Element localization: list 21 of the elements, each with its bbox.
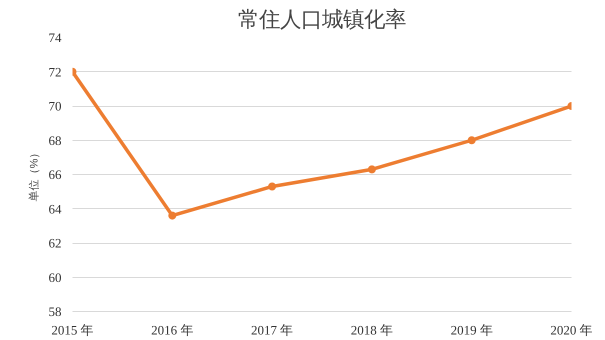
x-tick-label: 2020 年 xyxy=(550,322,593,338)
y-axis-title: 单位（%） xyxy=(28,148,40,202)
y-tick-label: 74 xyxy=(48,30,62,45)
point xyxy=(368,165,376,174)
y-tick-label: 60 xyxy=(48,270,62,285)
chart-title: 常住人口城镇化率 xyxy=(238,8,406,32)
y-tick-label: 66 xyxy=(48,167,62,182)
y-tick-label: 62 xyxy=(48,236,62,250)
y-tick-label: 68 xyxy=(48,132,62,148)
y-tick-label: 70 xyxy=(48,98,62,114)
x-tick-label: 2018 年 xyxy=(350,322,394,338)
x-tick-label: 2016 年 xyxy=(151,322,194,338)
x-tick-label: 2017 年 xyxy=(250,322,294,338)
point xyxy=(168,212,176,220)
y-tick-label: 64 xyxy=(48,201,62,216)
x-tick-label: 2019 年 xyxy=(450,322,493,338)
y-tick-label: 58 xyxy=(48,304,62,319)
y-tick-label: 72 xyxy=(48,64,62,80)
x-tick-label: 2015 年 xyxy=(51,322,94,338)
point xyxy=(468,136,476,144)
point xyxy=(268,182,276,190)
